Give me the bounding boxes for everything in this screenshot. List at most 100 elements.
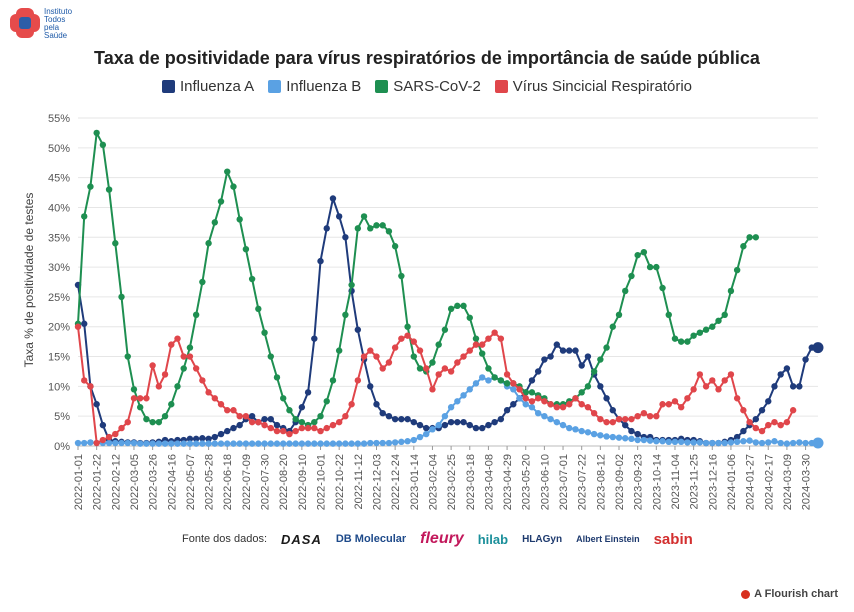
data-point[interactable] [460, 302, 467, 310]
data-point[interactable] [360, 213, 368, 220]
data-point[interactable] [180, 365, 187, 372]
data-point[interactable] [81, 213, 88, 220]
data-point[interactable] [566, 424, 573, 432]
data-point[interactable] [646, 412, 654, 420]
data-point[interactable] [646, 263, 654, 271]
data-point[interactable] [541, 398, 548, 405]
data-point[interactable] [348, 440, 355, 447]
data-point[interactable] [155, 440, 163, 447]
data-point[interactable] [379, 365, 386, 372]
data-point[interactable] [653, 412, 660, 420]
data-point[interactable] [230, 183, 237, 190]
data-point[interactable] [385, 359, 393, 366]
data-point[interactable] [491, 374, 498, 381]
data-point[interactable] [93, 129, 100, 137]
data-point[interactable] [740, 427, 747, 435]
data-point[interactable] [311, 440, 318, 447]
data-point[interactable] [485, 365, 492, 372]
data-point[interactable] [410, 353, 417, 360]
data-point[interactable] [758, 427, 766, 435]
data-point[interactable] [186, 435, 194, 443]
data-point[interactable] [572, 395, 579, 402]
data-point[interactable] [752, 424, 760, 432]
data-point[interactable] [622, 287, 629, 295]
data-point[interactable] [702, 326, 710, 333]
data-point[interactable] [205, 240, 212, 247]
data-point[interactable] [404, 438, 411, 445]
data-point[interactable] [224, 427, 231, 435]
data-point[interactable] [373, 222, 380, 229]
data-point[interactable] [217, 430, 225, 438]
data-point[interactable] [174, 383, 181, 390]
data-point[interactable] [441, 412, 449, 420]
data-point[interactable] [460, 392, 467, 399]
data-point[interactable] [510, 386, 517, 393]
data-point[interactable] [609, 433, 616, 441]
data-point[interactable] [199, 377, 206, 384]
data-point[interactable] [435, 341, 442, 348]
data-point[interactable] [367, 439, 374, 447]
data-point[interactable] [503, 380, 511, 387]
data-point[interactable] [317, 412, 324, 420]
data-point[interactable] [273, 421, 281, 429]
data-point[interactable] [547, 353, 554, 360]
data-point[interactable] [280, 427, 287, 435]
data-point[interactable] [447, 418, 455, 426]
data-point[interactable] [653, 438, 660, 445]
data-point[interactable] [168, 401, 175, 408]
data-point[interactable] [597, 415, 604, 423]
data-point[interactable] [211, 433, 219, 441]
data-point[interactable] [155, 383, 163, 390]
data-point[interactable] [168, 341, 175, 348]
legend-item-influenza-b[interactable]: Influenza B [268, 78, 361, 95]
data-point[interactable] [236, 421, 243, 429]
data-point[interactable] [522, 395, 529, 402]
data-point[interactable] [304, 389, 312, 396]
data-point[interactable] [205, 435, 212, 443]
data-point[interactable] [323, 398, 330, 405]
data-point[interactable] [199, 278, 206, 286]
data-point[interactable] [609, 407, 616, 414]
data-point[interactable] [423, 424, 430, 432]
data-point[interactable] [783, 418, 791, 426]
data-point[interactable] [479, 424, 486, 432]
data-point[interactable] [385, 228, 393, 235]
data-point[interactable] [149, 362, 156, 369]
data-point[interactable] [130, 439, 138, 447]
data-point[interactable] [130, 395, 138, 402]
data-point[interactable] [143, 415, 150, 423]
data-point[interactable] [298, 424, 306, 432]
data-point[interactable] [273, 427, 281, 435]
data-point[interactable] [317, 440, 324, 447]
data-point[interactable] [590, 430, 598, 438]
data-point[interactable] [765, 398, 772, 405]
data-point[interactable] [186, 440, 194, 447]
data-point[interactable] [398, 415, 405, 423]
data-point[interactable] [248, 275, 256, 283]
data-point[interactable] [758, 439, 766, 447]
data-point[interactable] [528, 404, 536, 411]
data-point[interactable] [671, 335, 679, 342]
data-point[interactable] [528, 389, 536, 396]
data-point[interactable] [721, 439, 728, 447]
data-point[interactable] [584, 353, 592, 360]
data-point[interactable] [93, 401, 100, 408]
data-point[interactable] [709, 323, 716, 330]
data-point[interactable] [161, 371, 169, 378]
data-point[interactable] [87, 383, 94, 390]
data-point[interactable] [528, 398, 536, 405]
data-point[interactable] [161, 440, 169, 447]
data-point[interactable] [534, 395, 542, 402]
data-point[interactable] [105, 439, 113, 447]
data-point[interactable] [752, 234, 760, 241]
data-point[interactable] [559, 404, 567, 411]
data-point[interactable] [665, 438, 672, 446]
data-point[interactable] [273, 440, 281, 447]
data-point[interactable] [447, 368, 455, 375]
data-point[interactable] [74, 323, 82, 330]
data-point[interactable] [112, 430, 119, 438]
data-point[interactable] [429, 426, 436, 433]
data-point[interactable] [789, 439, 797, 447]
data-point[interactable] [733, 433, 741, 441]
data-point[interactable] [192, 365, 200, 372]
